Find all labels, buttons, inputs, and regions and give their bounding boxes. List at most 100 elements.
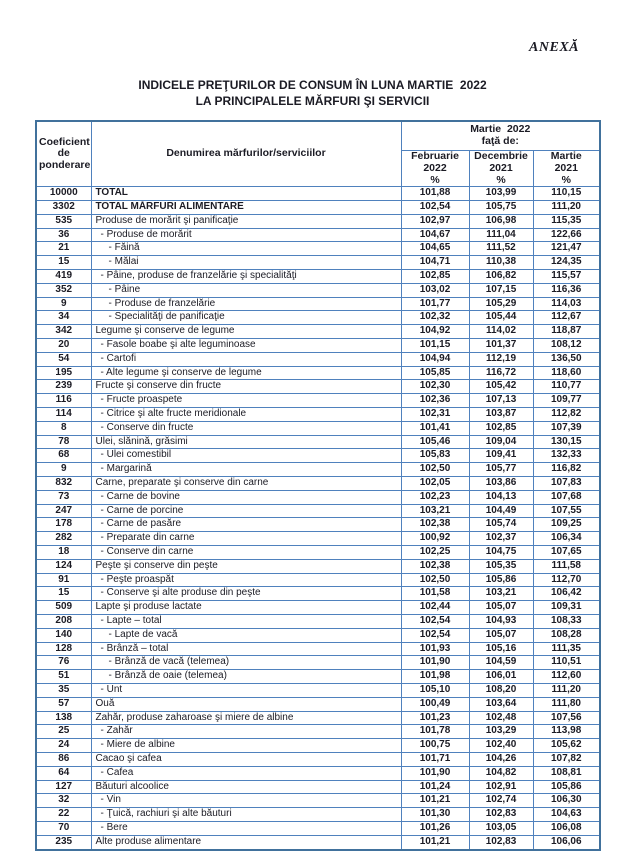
row-coefficient: 124 bbox=[35, 558, 92, 574]
row-label: - Ulei comestibil bbox=[90, 448, 402, 464]
row-value-decembrie: 105,77 bbox=[468, 462, 534, 477]
header-februarie-2022: Februarie 2022 % bbox=[400, 149, 470, 188]
row-value-decembrie: 110,38 bbox=[468, 255, 534, 271]
row-value-februarie: 102,38 bbox=[400, 517, 470, 533]
row-value-martie: 113,98 bbox=[532, 724, 601, 740]
row-label: TOTAL MĂRFURI ALIMENTARE bbox=[90, 200, 402, 215]
table-row: 36 - Produse de morărit 104,67 111,04 12… bbox=[35, 227, 601, 243]
row-coefficient: 535 bbox=[35, 213, 92, 229]
row-coefficient: 34 bbox=[35, 310, 92, 326]
row-value-februarie: 101,24 bbox=[400, 779, 470, 795]
row-value-februarie: 101,90 bbox=[400, 765, 470, 781]
table-row: 78 Ulei, slănină, grăsimi 105,46 109,04 … bbox=[35, 434, 601, 450]
row-value-decembrie: 106,82 bbox=[468, 269, 534, 284]
table-row: 127 Băuturi alcoolice 101,24 102,91 105,… bbox=[35, 779, 601, 795]
row-value-februarie: 100,75 bbox=[400, 738, 470, 753]
row-coefficient: 419 bbox=[35, 269, 92, 284]
row-value-februarie: 102,85 bbox=[400, 269, 470, 284]
row-value-martie: 109,25 bbox=[532, 517, 601, 533]
row-value-februarie: 102,44 bbox=[400, 600, 470, 615]
row-value-martie: 112,67 bbox=[532, 310, 601, 326]
row-value-februarie: 101,15 bbox=[400, 338, 470, 353]
row-label: - Pâine, produse de franzelărie şi speci… bbox=[90, 269, 402, 284]
table-row: 352 - Pâine 103,02 107,15 116,36 bbox=[35, 282, 601, 298]
row-value-decembrie: 104,82 bbox=[468, 765, 534, 781]
row-label: - Carne de pasăre bbox=[90, 517, 402, 533]
row-value-martie: 110,51 bbox=[532, 655, 601, 671]
row-coefficient: 70 bbox=[35, 820, 92, 836]
row-label: - Brânză de vacă (telemea) bbox=[90, 655, 402, 671]
row-coefficient: 54 bbox=[35, 351, 92, 367]
table-row: 57 Ouă 100,49 103,64 111,80 bbox=[35, 696, 601, 712]
row-value-februarie: 101,26 bbox=[400, 820, 470, 836]
table-row: 509 Lapte şi produse lactate 102,44 105,… bbox=[35, 600, 601, 615]
row-value-martie: 107,65 bbox=[532, 544, 601, 560]
row-value-decembrie: 102,83 bbox=[468, 834, 534, 851]
row-label: Cacao şi cafea bbox=[90, 751, 402, 767]
row-value-martie: 111,20 bbox=[532, 200, 601, 215]
row-coefficient: 86 bbox=[35, 751, 92, 767]
row-value-martie: 107,39 bbox=[532, 420, 601, 436]
row-coefficient: 114 bbox=[35, 407, 92, 422]
row-value-februarie: 102,36 bbox=[400, 393, 470, 408]
row-label: Ulei, slănină, grăsimi bbox=[90, 434, 402, 450]
row-value-februarie: 102,25 bbox=[400, 544, 470, 560]
table-row: 208 - Lapte – total 102,54 104,93 108,33 bbox=[35, 613, 601, 629]
row-value-martie: 109,31 bbox=[532, 600, 601, 615]
table-row: 35 - Unt 105,10 108,20 111,20 bbox=[35, 682, 601, 698]
table-row: 9 - Margarină 102,50 105,77 116,82 bbox=[35, 462, 601, 477]
row-coefficient: 342 bbox=[35, 324, 92, 340]
table-row: 138 Zahăr, produse zaharoase şi miere de… bbox=[35, 710, 601, 726]
row-value-februarie: 102,38 bbox=[400, 558, 470, 574]
row-label: Băuturi alcoolice bbox=[90, 779, 402, 795]
row-value-decembrie: 112,19 bbox=[468, 351, 534, 367]
row-label: - Conserve din fructe bbox=[90, 420, 402, 436]
row-coefficient: 116 bbox=[35, 393, 92, 408]
row-label: Carne, preparate şi conserve din carne bbox=[90, 475, 402, 491]
row-value-februarie: 103,02 bbox=[400, 282, 470, 298]
row-coefficient: 208 bbox=[35, 613, 92, 629]
row-value-decembrie: 103,05 bbox=[468, 820, 534, 836]
row-value-martie: 108,33 bbox=[532, 613, 601, 629]
row-label: TOTAL bbox=[90, 186, 402, 202]
row-label: Produse de morărit şi panificaţie bbox=[90, 213, 402, 229]
row-value-februarie: 104,67 bbox=[400, 227, 470, 243]
row-value-martie: 118,60 bbox=[532, 365, 601, 381]
row-label: - Brânză de oaie (telemea) bbox=[90, 669, 402, 684]
table-row: 32 - Vin 101,21 102,74 106,30 bbox=[35, 793, 601, 809]
row-value-martie: 104,63 bbox=[532, 807, 601, 822]
header-decembrie-l2: 2021 bbox=[489, 161, 513, 174]
row-value-februarie: 102,50 bbox=[400, 572, 470, 588]
row-value-februarie: 105,85 bbox=[400, 365, 470, 381]
row-coefficient: 128 bbox=[35, 641, 92, 657]
row-label: - Alte legume şi conserve de legume bbox=[90, 365, 402, 381]
table-row: 70 - Bere 101,26 103,05 106,08 bbox=[35, 820, 601, 836]
row-label: - Fasole boabe şi alte leguminoase bbox=[90, 338, 402, 353]
row-label: - Făină bbox=[90, 241, 402, 257]
row-value-decembrie: 103,64 bbox=[468, 696, 534, 712]
row-value-decembrie: 105,07 bbox=[468, 600, 534, 615]
row-coefficient: 509 bbox=[35, 600, 92, 615]
row-label: - Mălai bbox=[90, 255, 402, 271]
row-coefficient: 35 bbox=[35, 682, 92, 698]
row-coefficient: 51 bbox=[35, 669, 92, 684]
row-value-martie: 111,58 bbox=[532, 558, 601, 574]
row-value-martie: 115,57 bbox=[532, 269, 601, 284]
row-coefficient: 24 bbox=[35, 738, 92, 753]
row-value-martie: 107,82 bbox=[532, 751, 601, 767]
header-martie-2021: Martie 2021 % bbox=[532, 149, 601, 188]
row-label: - Lapte – total bbox=[90, 613, 402, 629]
row-value-februarie: 101,88 bbox=[400, 186, 470, 202]
row-coefficient: 8 bbox=[35, 420, 92, 436]
row-coefficient: 20 bbox=[35, 338, 92, 353]
page-title-line1: INDICELE PREŢURILOR DE CONSUM ÎN LUNA MA… bbox=[138, 78, 487, 92]
row-value-martie: 132,33 bbox=[532, 448, 601, 464]
row-label: - Vin bbox=[90, 793, 402, 809]
header-decembrie-percent: % bbox=[496, 173, 506, 186]
table-row: 20 - Fasole boabe şi alte leguminoase 10… bbox=[35, 338, 601, 353]
row-value-decembrie: 104,93 bbox=[468, 613, 534, 629]
header-group-martie-2022: Martie 2022 faţă de: bbox=[400, 120, 601, 151]
row-value-martie: 115,35 bbox=[532, 213, 601, 229]
row-coefficient: 140 bbox=[35, 627, 92, 643]
row-coefficient: 25 bbox=[35, 724, 92, 740]
